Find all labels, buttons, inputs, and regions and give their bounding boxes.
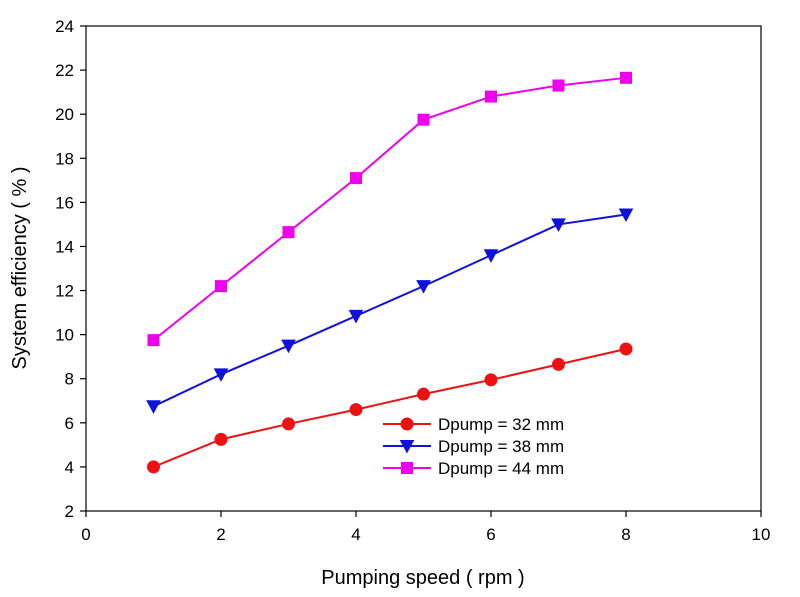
x-tick-label: 4 <box>351 525 360 544</box>
legend-label: Dpump = 32 mm <box>438 415 564 434</box>
data-point <box>552 79 565 92</box>
y-tick-label: 12 <box>55 282 74 301</box>
data-point <box>282 226 295 239</box>
series-3 <box>147 71 632 347</box>
series-1 <box>147 342 633 474</box>
data-point <box>147 334 160 347</box>
legend-item: Dpump = 38 mm <box>383 437 564 456</box>
data-point <box>349 403 363 417</box>
series-line <box>152 76 627 341</box>
data-point <box>215 280 227 293</box>
y-tick-label: 20 <box>55 105 74 124</box>
legend-label: Dpump = 38 mm <box>438 437 564 456</box>
x-tick-label: 8 <box>621 525 630 544</box>
x-axis: 0 2 4 6 8 10 <box>81 511 770 544</box>
x-tick-label: 2 <box>216 525 225 544</box>
series-line <box>153 347 627 468</box>
y-axis-title: System efficiency ( % ) <box>9 166 31 369</box>
data-point <box>348 309 364 324</box>
data-point <box>551 218 566 232</box>
data-point <box>417 387 430 401</box>
data-point <box>416 280 431 294</box>
data-point <box>281 339 296 354</box>
legend: Dpump = 32 mm Dpump = 38 mm Dpump = 44 mm <box>383 415 564 478</box>
legend-item: Dpump = 32 mm <box>383 415 564 434</box>
x-axis-title: Pumping speed ( rpm ) <box>321 567 524 589</box>
y-tick-label: 8 <box>65 370 74 389</box>
data-point <box>282 417 295 431</box>
y-tick-label: 24 <box>55 17 74 36</box>
y-tick-label: 10 <box>55 326 74 345</box>
data-point <box>350 172 362 185</box>
y-tick-label: 4 <box>65 458 74 477</box>
data-point <box>484 373 498 387</box>
data-point <box>213 368 229 382</box>
y-tick-label: 22 <box>55 61 74 80</box>
data-point <box>620 71 632 84</box>
series-layer <box>146 71 634 474</box>
y-tick-label: 18 <box>55 149 74 168</box>
data-point <box>146 400 161 414</box>
data-point <box>485 90 497 103</box>
data-point <box>619 342 633 356</box>
legend-marker <box>399 440 415 454</box>
data-point <box>618 208 634 223</box>
data-point <box>214 432 228 446</box>
x-tick-label: 6 <box>486 525 495 544</box>
legend-item: Dpump = 44 mm <box>383 459 564 478</box>
series-2 <box>146 208 634 414</box>
legend-marker <box>401 462 413 474</box>
legend-marker <box>400 417 414 431</box>
series-line <box>153 213 627 408</box>
data-point <box>552 357 565 371</box>
plot-frame <box>85 25 762 512</box>
legend-label: Dpump = 44 mm <box>438 459 564 478</box>
y-tick-label: 6 <box>65 414 74 433</box>
data-point <box>417 113 430 126</box>
y-tick-label: 2 <box>65 502 74 521</box>
data-point <box>147 460 160 474</box>
y-tick-label: 16 <box>55 193 74 212</box>
x-tick-label: 10 <box>752 525 771 544</box>
x-tick-label: 0 <box>81 525 90 544</box>
data-point <box>483 249 499 263</box>
y-tick-label: 14 <box>55 237 74 256</box>
